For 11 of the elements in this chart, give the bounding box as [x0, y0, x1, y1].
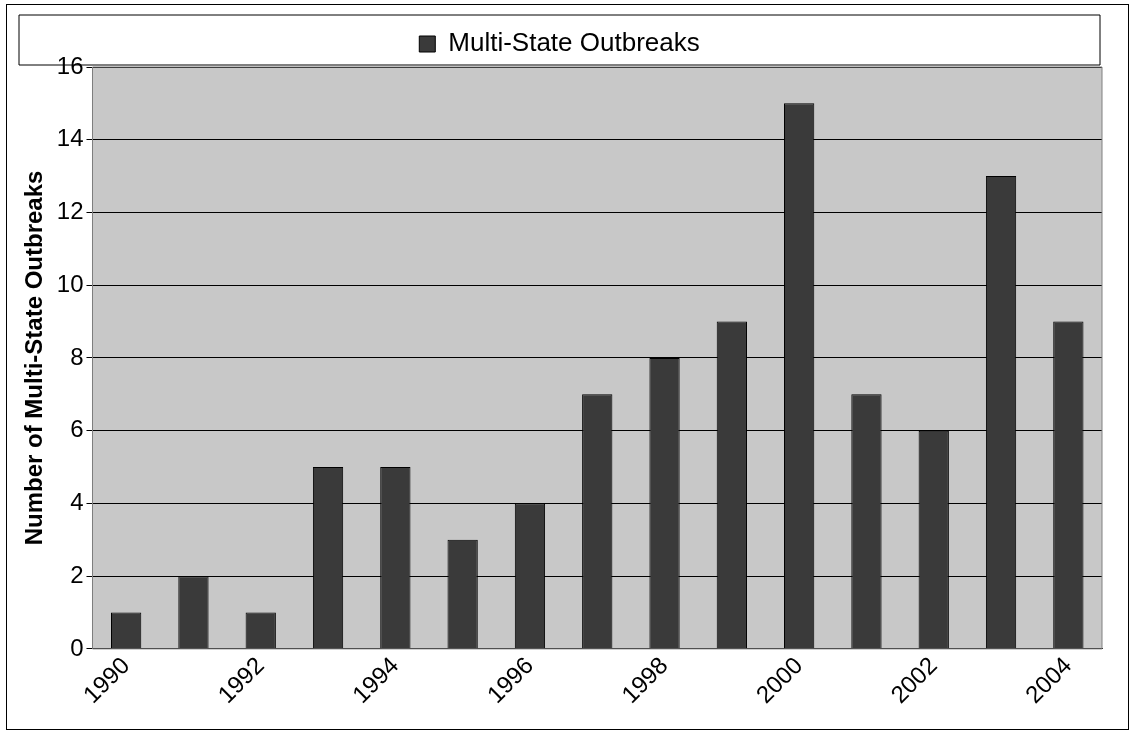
y-tick-label: 4 [70, 488, 84, 516]
y-tick-label: 10 [56, 269, 84, 297]
y-tick-label: 14 [56, 124, 84, 152]
y-tick-label: 6 [70, 415, 84, 443]
y-tick-label: 8 [70, 342, 84, 370]
y-tick-label: 16 [56, 51, 84, 79]
y-tick-label: 12 [56, 197, 84, 225]
y-axis-title: Number of Multi-State Outbreaks [20, 170, 48, 546]
legend-label: Multi-State Outbreaks [448, 27, 700, 58]
y-tick-label: 0 [70, 633, 84, 661]
y-tick-label: 2 [70, 560, 84, 588]
